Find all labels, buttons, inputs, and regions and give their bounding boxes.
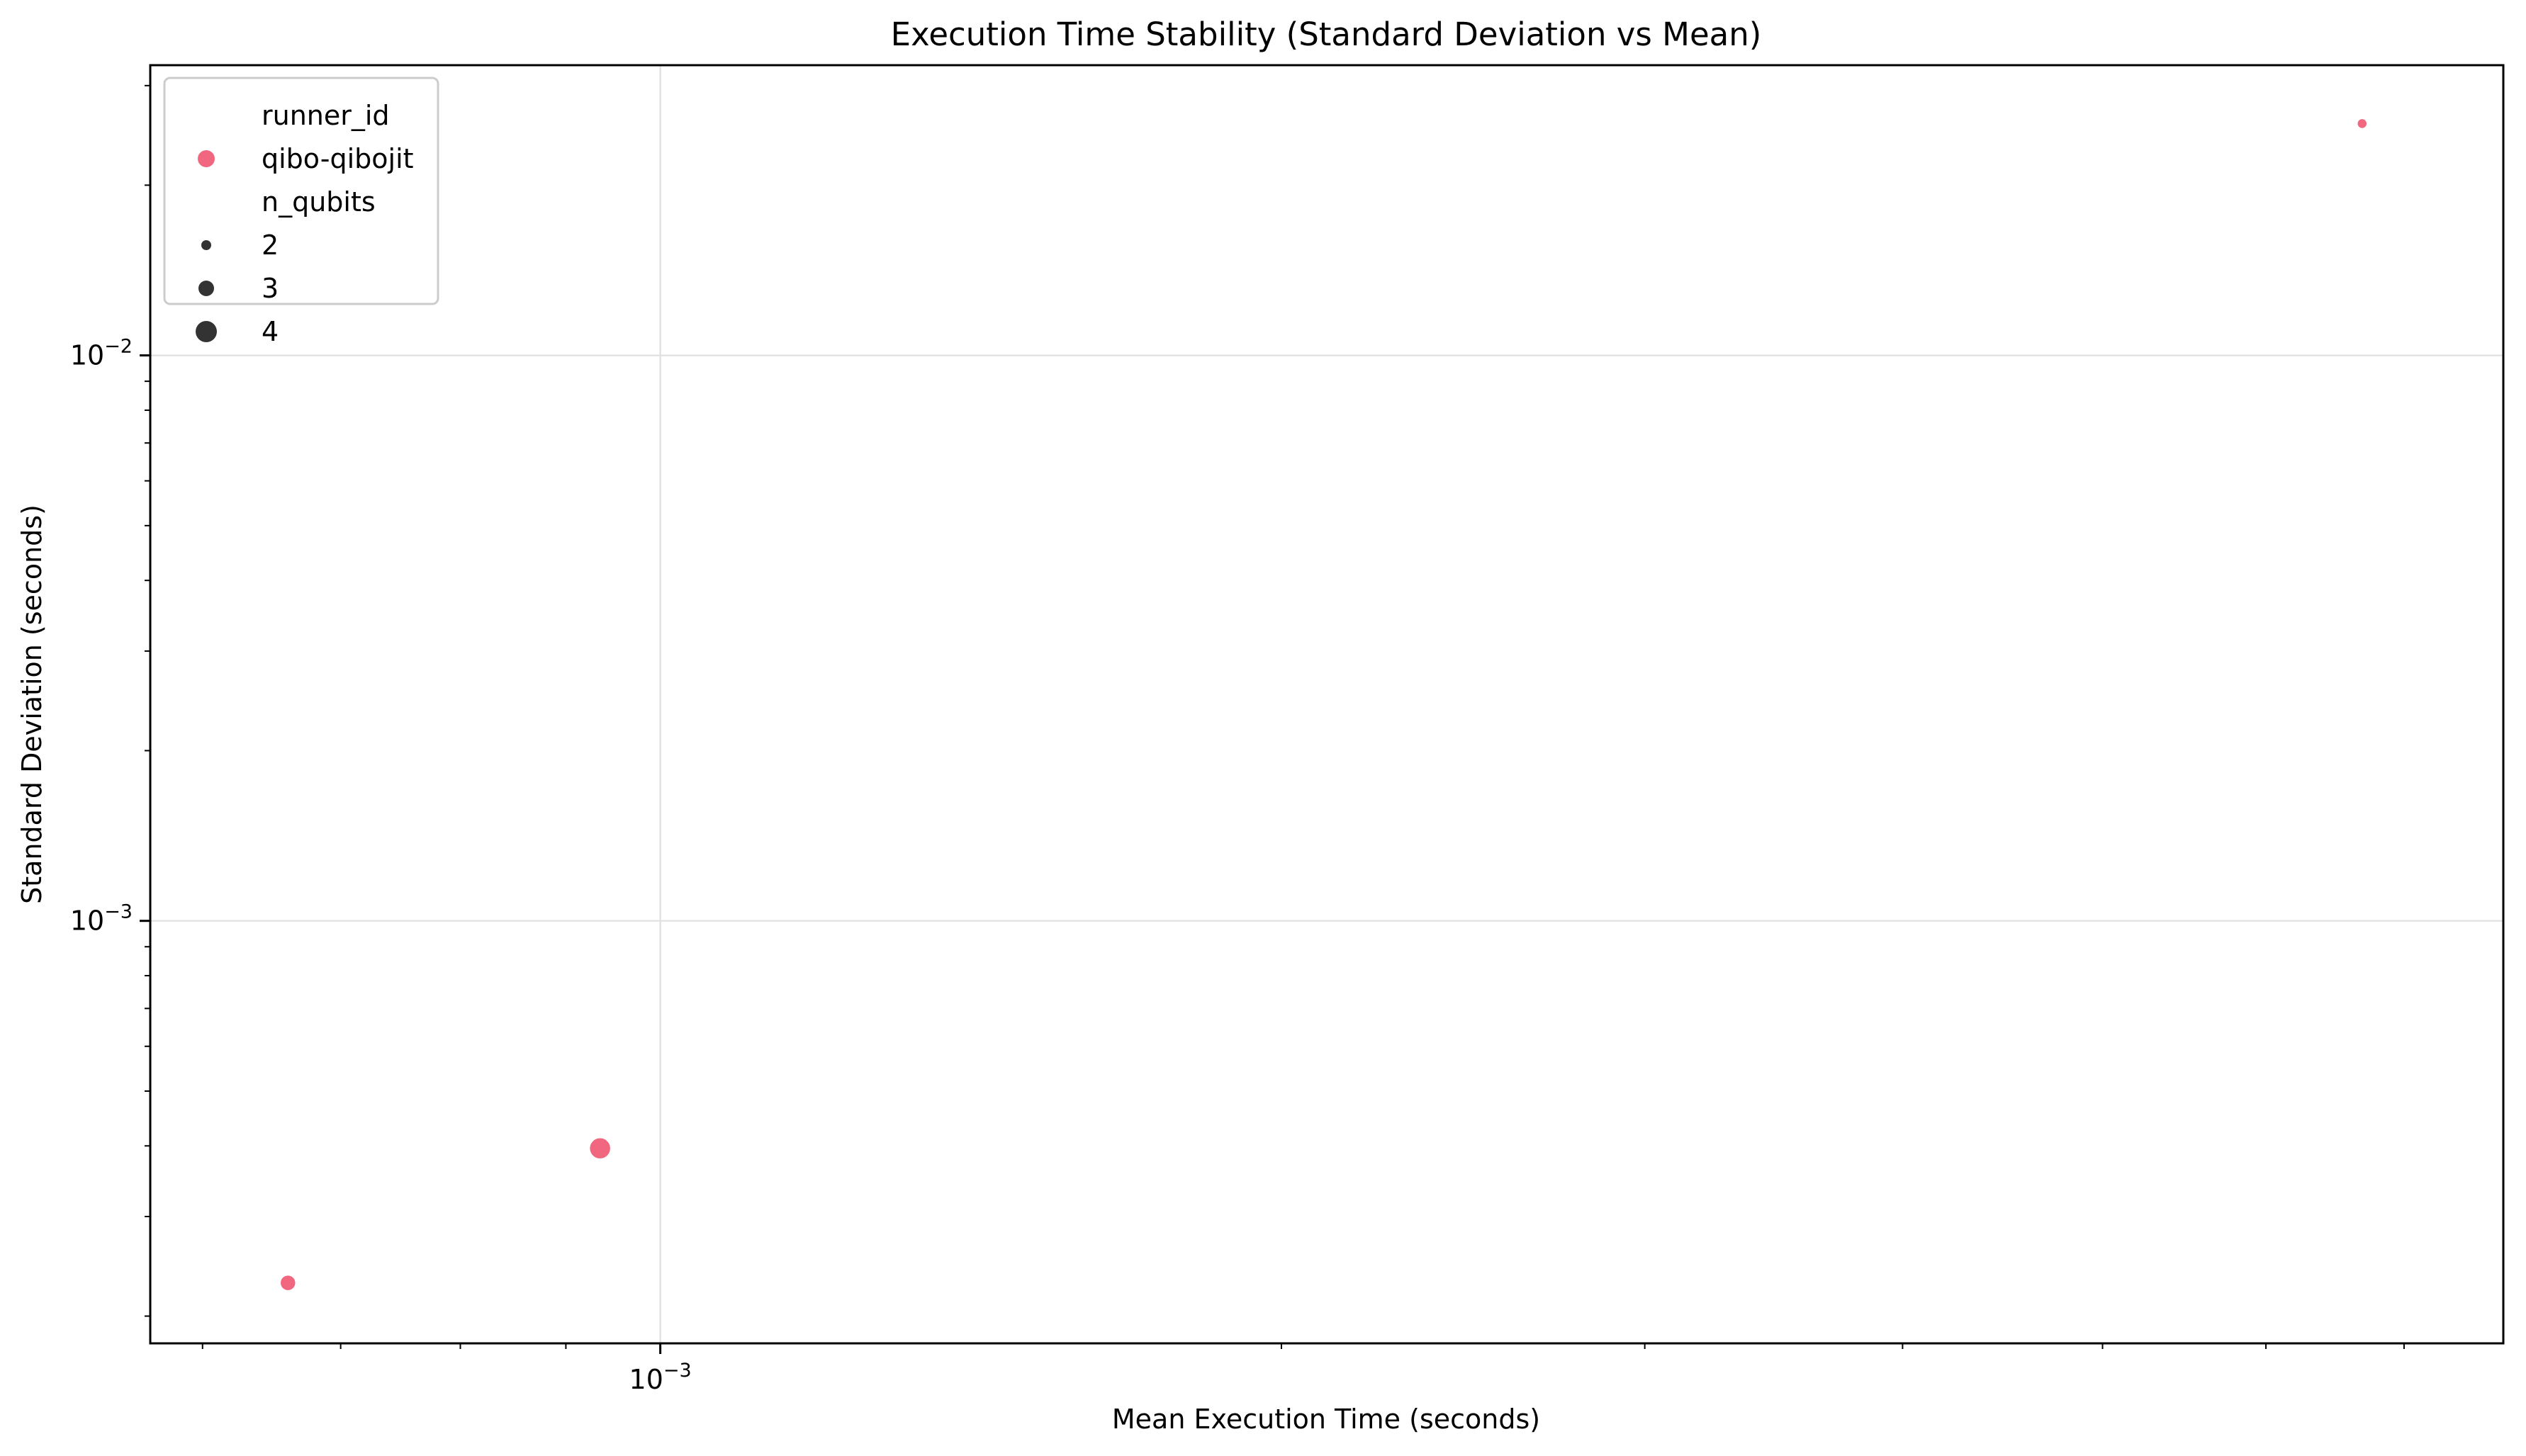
x-axis-label: Mean Execution Time (seconds)	[1112, 1404, 1540, 1435]
x-axis: 10−3	[201, 1343, 2405, 1395]
chart-title: Execution Time Stability (Standard Devia…	[891, 16, 1762, 53]
legend-hue-title: runner_id	[262, 100, 390, 131]
legend-size-marker	[201, 240, 211, 250]
grid	[150, 65, 2503, 1343]
data-points	[279, 118, 2368, 1292]
data-point	[2357, 118, 2368, 130]
data-point	[588, 1137, 612, 1160]
legend-hue-label: qibo-qibojit	[262, 143, 414, 174]
data-point	[279, 1274, 297, 1292]
x-tick-label: 10−3	[629, 1360, 692, 1395]
plot-area-frame	[149, 64, 2505, 1345]
legend-size-title: n_qubits	[262, 186, 376, 218]
legend-hue-marker	[198, 150, 215, 167]
legend-size-marker	[196, 321, 217, 342]
y-tick-label: 10−2	[70, 336, 133, 371]
legend-box	[163, 77, 439, 305]
y-tick-label: 10−3	[70, 901, 133, 937]
y-axis: 10−2 10−3	[70, 84, 150, 1317]
y-axis-label: Standard Deviation (seconds)	[16, 504, 47, 904]
legend-size-label: 2	[262, 230, 279, 261]
legend-size-label: 3	[262, 273, 279, 304]
legend-size-label: 4	[262, 316, 279, 347]
legend: runner_id qibo-qibojit n_qubits 2 3 4	[163, 77, 439, 347]
legend-size-marker	[198, 281, 214, 296]
